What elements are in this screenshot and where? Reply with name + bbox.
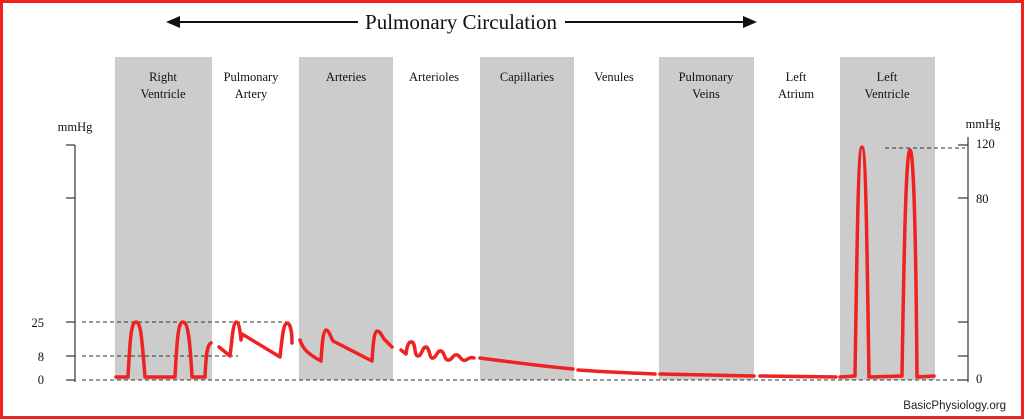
waveform-capillaries [478,356,575,371]
region-label: Veins [692,87,720,101]
region-label: Artery [235,87,268,101]
region-label: Right [149,70,177,84]
right-axis-tick-label: 120 [976,137,995,151]
right-axis-unit: mmHg [966,117,1001,131]
waveform-pulmonary-artery [217,320,294,359]
right-axis-tick-label: 0 [976,372,982,386]
left-axis-tick-label: 0 [38,373,44,387]
region-label: Left [786,70,807,84]
column-pulmonary-veins [659,57,754,380]
column-arteries [299,57,393,380]
region-label: Left [877,70,898,84]
waveform-venules [576,368,657,376]
region-label: Pulmonary [224,70,280,84]
left-axis-unit: mmHg [58,120,93,134]
watermark: BasicPhysiology.org [903,400,1006,412]
region-label: Arterioles [409,70,459,84]
column-capillaries [480,57,574,380]
waveform-right-ventricle [114,320,213,379]
waveform-left-ventricle [838,145,936,379]
region-label: Arteries [326,70,366,84]
column-right-ventricle [115,57,212,380]
waveform-left-atrium [758,374,838,379]
diagram-title: Pulmonary Circulation [365,10,557,34]
region-label: Venules [594,70,634,84]
waveform-arteries [298,328,394,363]
right-axis-tick-label: 80 [976,192,989,206]
region-label: Ventricle [140,87,186,101]
right-axis [958,137,969,382]
waveform-arterioles [399,340,476,363]
left-axis-tick-label: 8 [38,350,44,364]
left-axis-tick-label: 25 [32,316,45,330]
waveform-pulmonary-veins [658,372,756,378]
title-arrow [166,16,757,28]
region-label: Atrium [778,87,814,101]
region-label: Ventricle [864,87,910,101]
left-axis [66,144,76,382]
region-label: Pulmonary [679,70,735,84]
region-label: Capillaries [500,70,554,84]
